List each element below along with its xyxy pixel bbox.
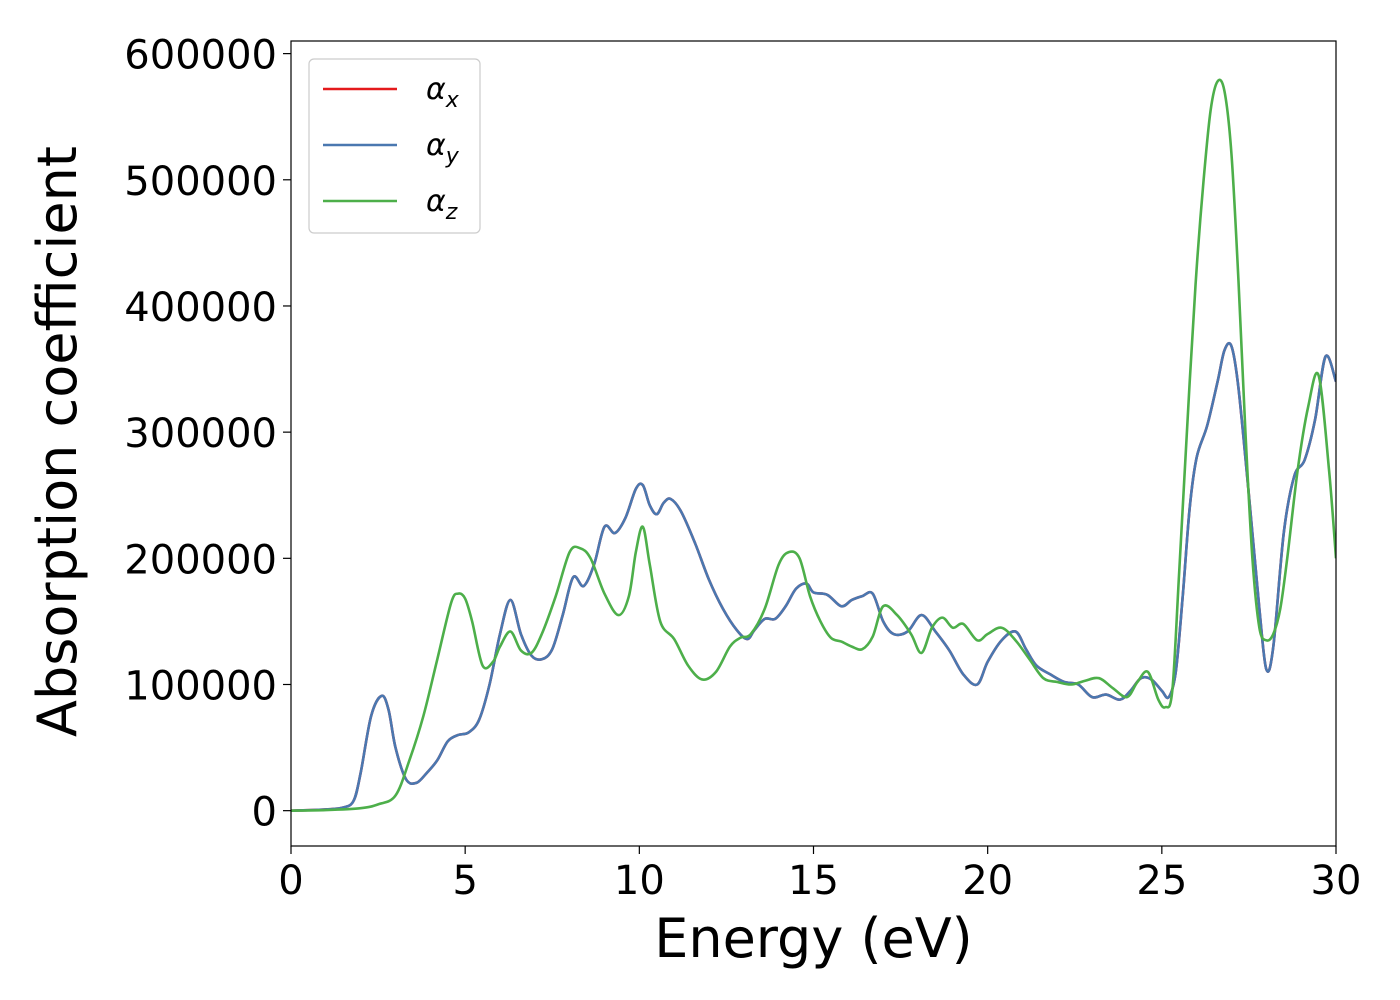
y-tick-label: 300000 (124, 411, 277, 457)
x-tick-label: 30 (1311, 858, 1362, 904)
y-tick-label: 600000 (124, 33, 277, 79)
series-line-z (291, 78, 1336, 812)
x-tick-label: 25 (1136, 858, 1187, 904)
x-tick-label: 10 (614, 858, 665, 904)
series-layer (291, 78, 1336, 812)
legend-label-x: αx (426, 72, 460, 113)
series-line-y (291, 341, 1336, 812)
y-tick-label: 400000 (124, 285, 277, 331)
y-tick-label: 500000 (124, 159, 277, 205)
x-tick-label: 5 (452, 858, 477, 904)
x-tick-label: 15 (788, 858, 839, 904)
y-tick-label: 100000 (124, 663, 277, 709)
axes-layer: 0 5 10 15 20 25 30 0 100000 200000 300000 400000 500… (124, 33, 1361, 904)
x-tick-label: 20 (962, 858, 1013, 904)
y-tick-label: 0 (252, 790, 277, 836)
x-axis-title: Energy (eV) (654, 907, 973, 970)
x-tick-label: 0 (278, 858, 303, 904)
legend-label-y: αy (426, 128, 460, 169)
y-tick-label: 200000 (124, 537, 277, 583)
legend-label-z: αz (426, 184, 458, 225)
legend: αx αy αz (308, 58, 481, 234)
y-axis-title: Absorption coefficient (26, 146, 89, 737)
